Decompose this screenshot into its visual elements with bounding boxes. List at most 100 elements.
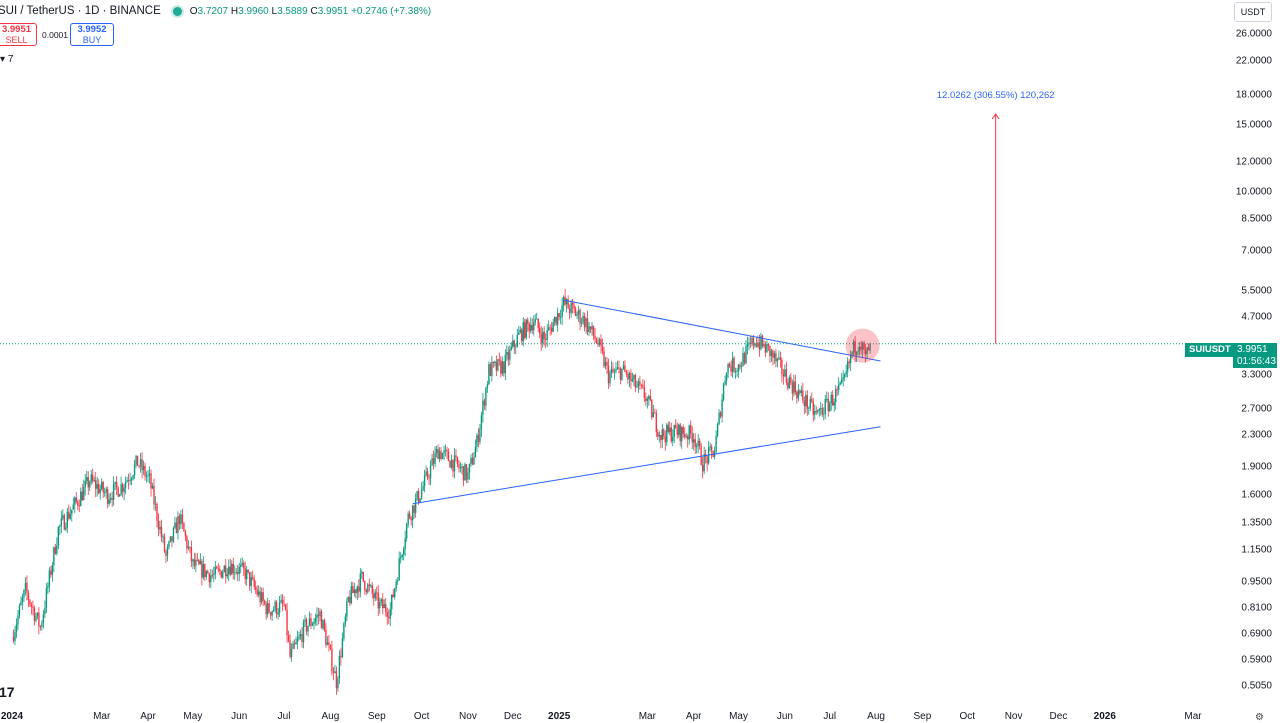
candle-body: [595, 339, 598, 344]
candle-body: [658, 434, 661, 437]
candle-body: [195, 559, 197, 566]
candle-body: [491, 361, 493, 376]
candle-body: [591, 325, 593, 330]
candle-body: [189, 546, 191, 548]
price-scale[interactable]: 26.0000 22.0000 18.0000 15.0000 12.0000 10.00…: [1184, 0, 1280, 710]
currency-select[interactable]: USDT: [1234, 2, 1272, 22]
candle-body: [866, 347, 868, 355]
candle-body: [438, 451, 441, 460]
price-tick-label: 4.7000: [1241, 311, 1272, 323]
candle-body: [802, 390, 804, 401]
candle-body: [283, 603, 285, 605]
candle-body: [222, 572, 224, 578]
candle-body: [141, 459, 143, 471]
candle-body: [634, 375, 637, 388]
candle-body: [579, 310, 581, 324]
indicators-toggle[interactable]: ▾ 7: [0, 54, 14, 65]
candle-body: [820, 408, 822, 410]
candle-body: [443, 450, 445, 454]
candle-body: [712, 450, 714, 457]
candle-body: [344, 616, 347, 624]
candle-body: [86, 477, 88, 481]
candle-body: [166, 546, 169, 556]
symbol-title[interactable]: SUI / TetherUS · 1D · BINANCE: [0, 5, 161, 17]
candle-body: [192, 559, 194, 562]
candle-body: [447, 451, 450, 462]
candle-body: [72, 504, 74, 510]
candle-body: [305, 619, 308, 632]
candle-body: [797, 390, 800, 399]
candle-body: [815, 411, 817, 413]
candle-body: [640, 384, 643, 386]
candle-body: [477, 435, 480, 442]
candle-body: [413, 505, 415, 513]
candle-body: [211, 575, 214, 577]
price-tick-label: 22.0000: [1235, 55, 1272, 67]
candle-body: [271, 611, 273, 616]
candle-body: [47, 586, 49, 589]
candle-body: [706, 456, 708, 464]
candle-body: [127, 480, 130, 482]
sell-button[interactable]: 3.9951 SELL: [0, 23, 37, 46]
candle-body: [455, 455, 457, 458]
candle-body: [329, 644, 332, 649]
candle-body: [241, 562, 243, 565]
candle-body: [661, 429, 663, 441]
candle-body: [371, 585, 373, 594]
candle-body: [175, 522, 178, 534]
candle-body: [757, 342, 759, 347]
candle-body: [425, 471, 427, 476]
candle-body: [208, 573, 211, 583]
candle-body: [243, 562, 245, 569]
candle-body: [449, 461, 451, 468]
candle-body: [642, 384, 644, 387]
candle-body: [237, 571, 239, 574]
candle-body: [845, 371, 847, 375]
time-axis[interactable]: 2024 Mar Apr May Jun Jul Aug Sep Oct Nov Dec 2025 Ma…: [0, 710, 1280, 723]
candle-body: [93, 479, 95, 481]
candle-body: [411, 505, 414, 521]
breakout-highlight: [845, 328, 880, 363]
candle-body: [142, 465, 145, 471]
candle-body: [861, 342, 864, 350]
candle-body: [832, 394, 834, 406]
candle-body: [849, 354, 852, 364]
candle-body: [474, 446, 477, 458]
candle-body: [673, 424, 675, 437]
time-tick-label: 2026: [1093, 711, 1116, 722]
candle-body: [546, 330, 548, 340]
candle-body: [450, 459, 453, 468]
candle-body: [761, 335, 764, 347]
candle-body: [547, 327, 550, 331]
buy-button[interactable]: 3.9952 BUY: [70, 23, 114, 46]
candle-body: [284, 604, 287, 610]
candle-body: [340, 656, 342, 658]
candle-body: [710, 446, 713, 451]
candle-body: [139, 459, 142, 467]
candle-body: [808, 407, 810, 409]
candle-body: [625, 372, 628, 375]
candle-body: [739, 364, 741, 367]
candle-body: [722, 384, 725, 400]
candle-body: [247, 569, 249, 572]
candle-body: [441, 453, 444, 459]
candle-body: [392, 594, 394, 598]
candle-body: [799, 390, 801, 394]
candle-body: [165, 551, 167, 556]
candle-body: [207, 571, 209, 574]
candle-body: [322, 620, 324, 629]
time-tick-label: Apr: [685, 711, 702, 722]
candle-body: [24, 582, 27, 591]
candle-body: [561, 305, 563, 317]
candle-body: [20, 602, 22, 606]
gear-icon[interactable]: ⚙: [1255, 712, 1264, 723]
candle-body: [467, 472, 469, 480]
candle-body: [293, 643, 296, 645]
candle-body: [791, 382, 794, 394]
candle-body: [223, 565, 225, 573]
candle-body: [465, 464, 468, 480]
candle-body: [334, 671, 336, 674]
candle-body: [163, 536, 166, 552]
candle-body: [495, 361, 498, 371]
